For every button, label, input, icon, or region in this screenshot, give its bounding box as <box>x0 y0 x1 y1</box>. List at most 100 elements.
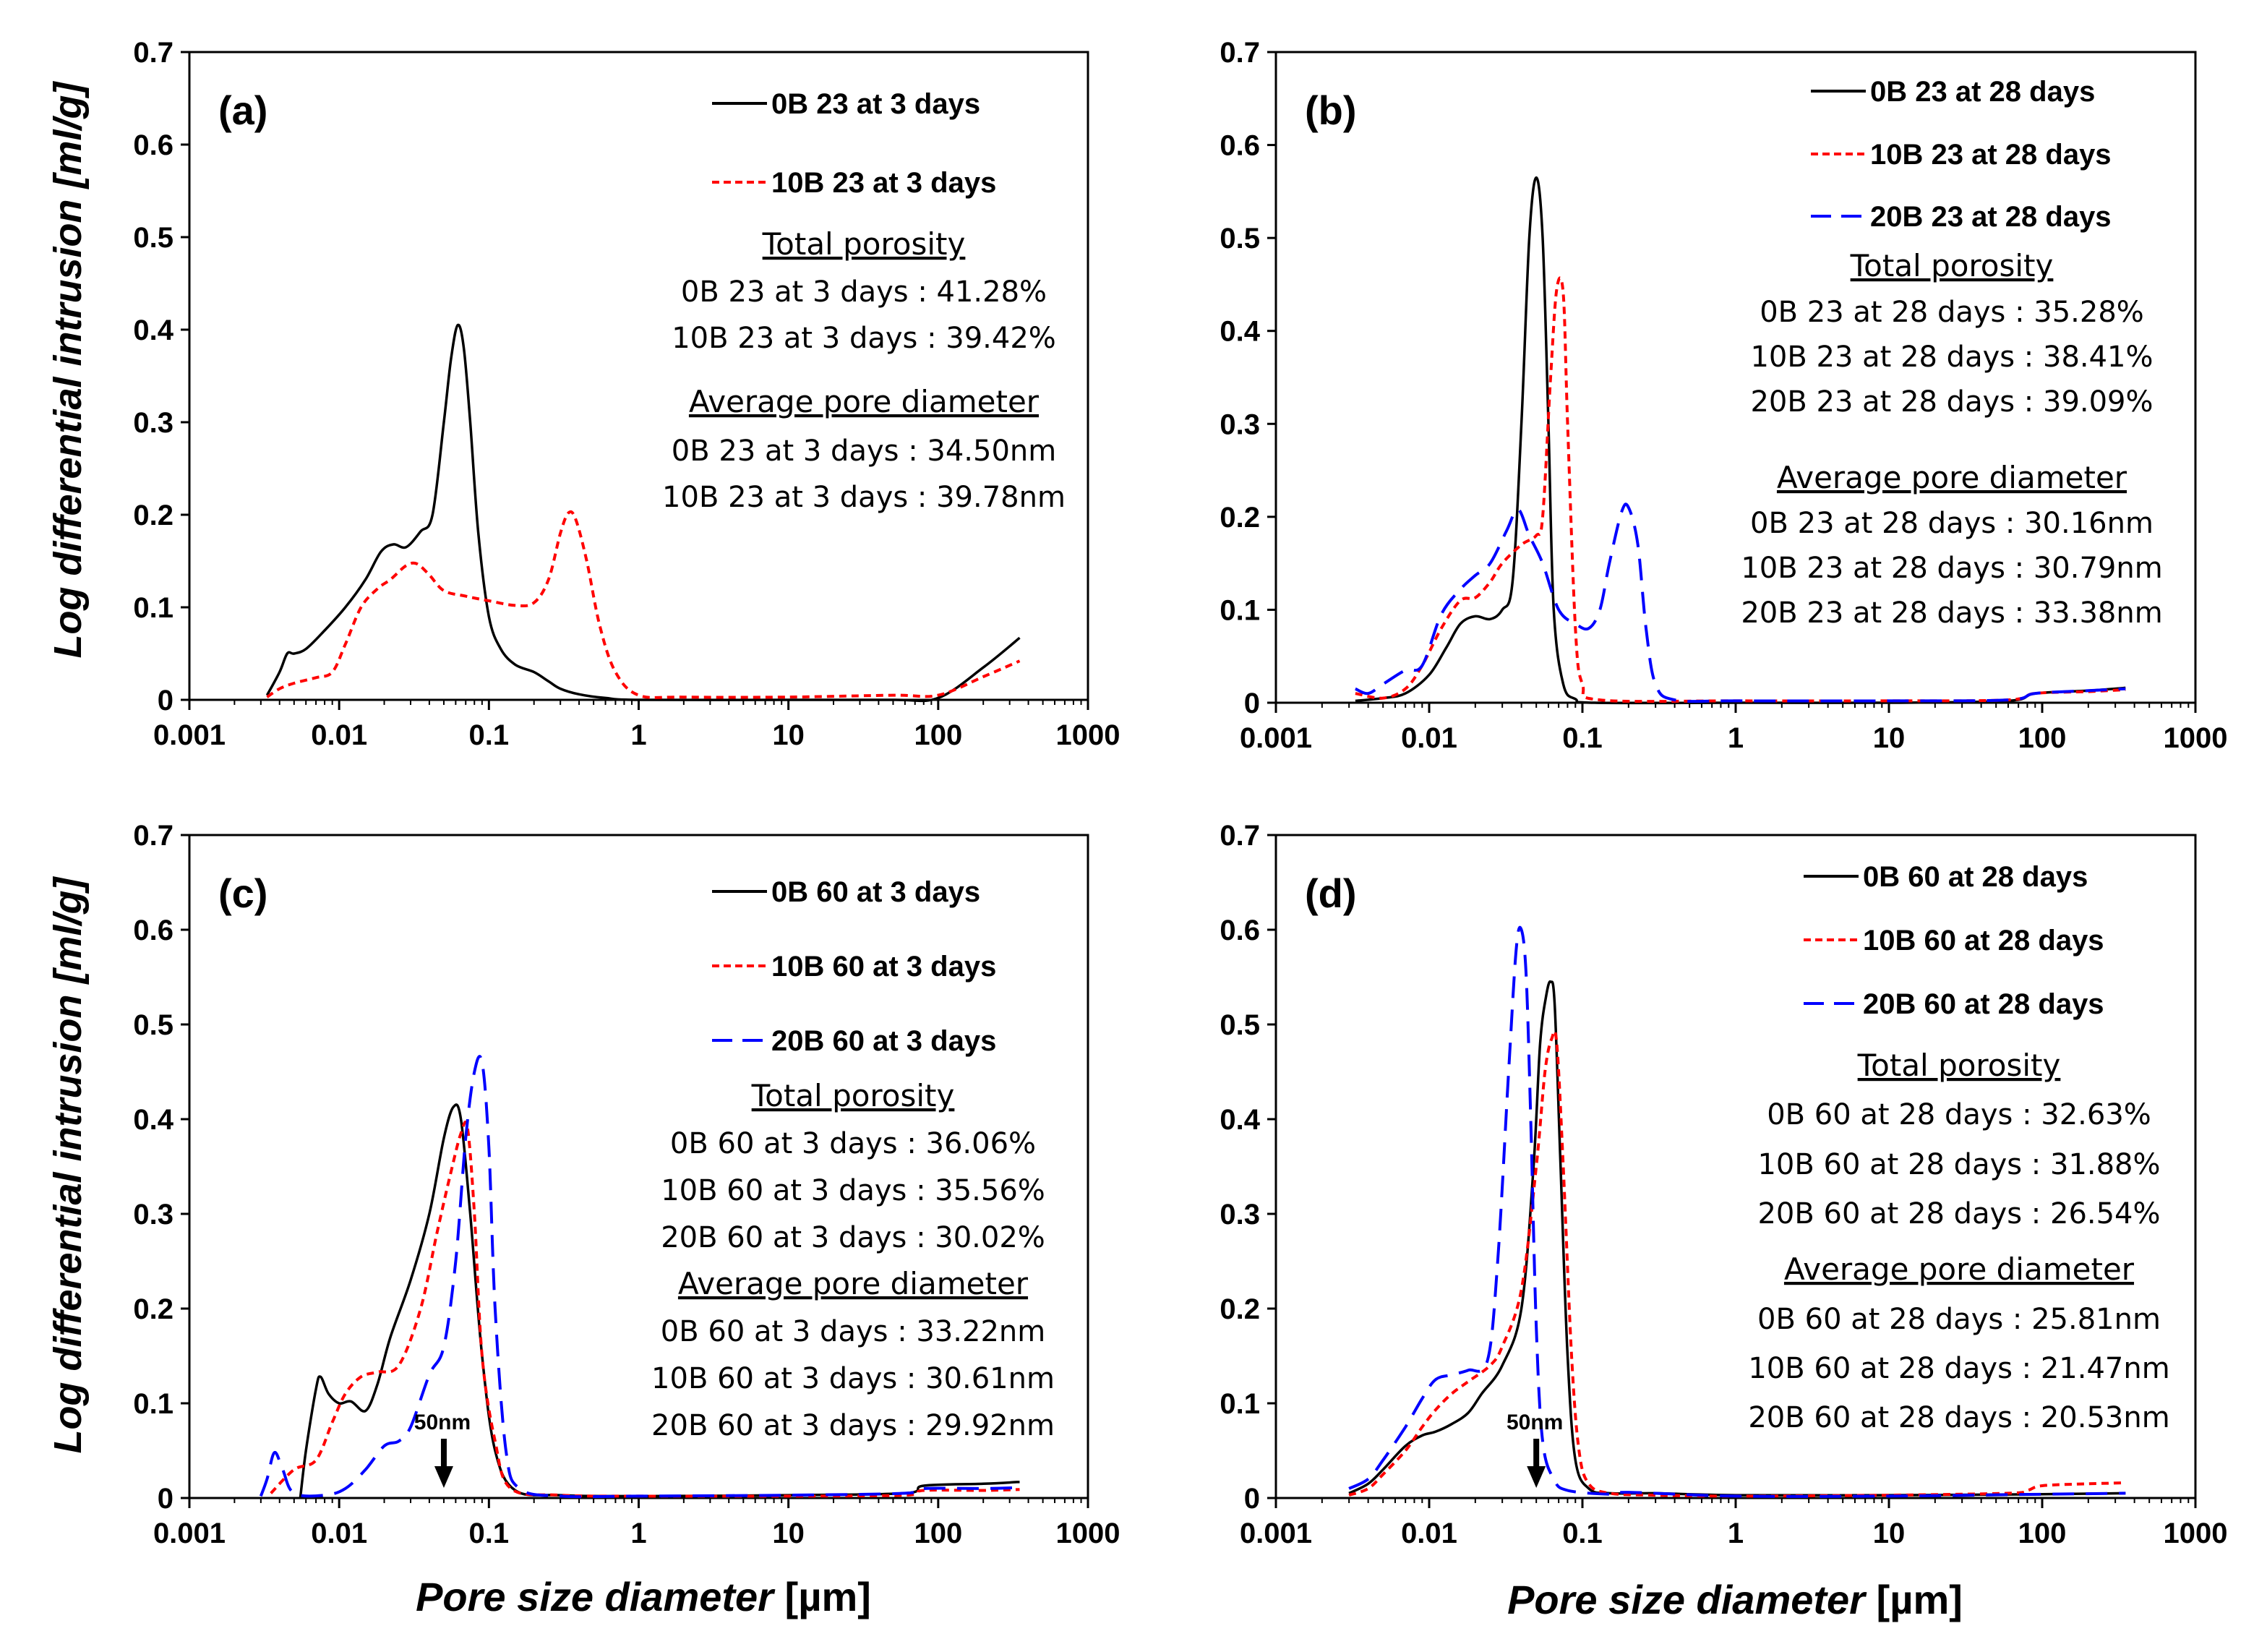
plot-frame <box>188 51 1089 701</box>
x-tick-label: 1 <box>1728 1518 1744 1549</box>
legend-label: 0B 23 at 28 days <box>1870 76 2095 108</box>
x-tick-label: 1000 <box>1056 719 1120 751</box>
avg-pore-value: 0B 60 at 3 days : 33.22nm <box>661 1315 1045 1348</box>
total-porosity-value: 10B 23 at 3 days : 39.42% <box>672 322 1056 355</box>
x-tick-label: 100 <box>2018 1518 2067 1549</box>
x-axis-title-right: Pore size diameter [µm] <box>1507 1577 1963 1622</box>
y-tick-label: 0.5 <box>1220 223 1260 254</box>
y-tick-label: 0.3 <box>133 407 173 439</box>
avg-pore-value: 0B 23 at 3 days : 34.50nm <box>672 435 1056 468</box>
total-porosity-value: 10B 23 at 28 days : 38.41% <box>1750 341 2153 374</box>
panel-a: 0 0.1 0.2 0.3 0.4 0.5 0.6 0.7 0.001 0.01 0.1 1 10 100… <box>133 37 1120 751</box>
y-tick-label: 0 <box>158 1483 173 1515</box>
y-tick-label: 0.1 <box>1220 594 1260 626</box>
panel-c: 0 0.1 0.2 0.3 0.4 0.5 0.6 0.7 0.001 0.01 0.1 1 10 100… <box>133 820 1120 1549</box>
legend-label: 0B 60 at 28 days <box>1863 861 2088 893</box>
avg-pore-value: 20B 23 at 28 days : 33.38nm <box>1741 596 2162 630</box>
avg-pore-value: 20B 60 at 28 days : 20.53nm <box>1748 1401 2169 1434</box>
y-tick-label: 0 <box>1244 688 1260 719</box>
x-axis-title-left: Pore size diameter [µm] <box>416 1574 871 1619</box>
x-tick-label: 0.1 <box>1562 1518 1603 1549</box>
panel-label: (d) <box>1305 870 1357 916</box>
series-line-0b-23-at-3-days <box>265 323 1021 703</box>
arrow-head <box>434 1466 453 1488</box>
avg-pore-title: Average pore diameter <box>678 1266 1029 1301</box>
y-tick-label: 0.6 <box>133 915 173 946</box>
legend-label: 20B 60 at 3 days <box>771 1025 996 1057</box>
x-axis-title-right-main: Pore size diameter <box>1507 1577 1867 1622</box>
x-tick-label: 1000 <box>1056 1518 1120 1549</box>
x-tick-label: 0.01 <box>311 1518 367 1549</box>
y-tick-label: 0.7 <box>133 820 173 852</box>
x-tick-label: 1000 <box>2164 1518 2228 1549</box>
series-line-20b-60-at-28-days <box>1348 925 2126 1498</box>
total-porosity-value: 20B 60 at 28 days : 26.54% <box>1757 1197 2160 1231</box>
y-tick-label: 0.4 <box>1220 1104 1260 1136</box>
avg-pore-value: 10B 60 at 3 days : 30.61nm <box>651 1362 1055 1395</box>
panel-d: 0 0.1 0.2 0.3 0.4 0.5 0.6 0.7 0.001 0.01 0.1 1 10 100… <box>1220 820 2227 1549</box>
y-tick-label: 0.2 <box>1220 1293 1260 1325</box>
series-line-0b-23-at-28-days <box>1355 176 2126 705</box>
y-tick-label: 0.7 <box>1220 37 1260 69</box>
x-tick-label: 0.1 <box>469 719 510 751</box>
y-tick-label: 0.7 <box>133 37 173 69</box>
x-axis-title-left-unit: [µm] <box>773 1574 871 1619</box>
total-porosity-value: 0B 60 at 3 days : 36.06% <box>670 1127 1036 1160</box>
x-tick-label: 0.01 <box>1401 722 1457 754</box>
y-tick-label: 0.2 <box>133 500 173 531</box>
plot-frame <box>188 834 1089 1499</box>
x-tick-label: 0.001 <box>153 719 226 751</box>
total-porosity-value: 0B 60 at 28 days : 32.63% <box>1767 1098 2151 1131</box>
x-tick-label: 0.1 <box>469 1518 510 1549</box>
x-tick-label: 1 <box>630 719 646 751</box>
y-tick-label: 0.1 <box>133 1388 173 1420</box>
avg-pore-value: 10B 23 at 3 days : 39.78nm <box>662 481 1066 514</box>
total-porosity-title: Total porosity <box>1857 1048 2061 1083</box>
avg-pore-value: 0B 23 at 28 days : 30.16nm <box>1750 507 2154 540</box>
avg-pore-title: Average pore diameter <box>1784 1251 2135 1287</box>
total-porosity-value: 10B 60 at 3 days : 35.56% <box>661 1174 1045 1207</box>
x-tick-label: 0.001 <box>153 1518 226 1549</box>
total-porosity-title: Total porosity <box>762 226 966 262</box>
x-tick-label: 1 <box>630 1518 646 1549</box>
y-tick-label: 0.5 <box>133 1009 173 1041</box>
legend-label: 10B 60 at 28 days <box>1863 925 2104 956</box>
legend-label: 0B 60 at 3 days <box>771 876 980 908</box>
y-tick-label: 0.1 <box>133 592 173 624</box>
arrow-head <box>1527 1466 1546 1488</box>
y-tick-label: 0.1 <box>1220 1388 1260 1420</box>
x-axis-title-right-unit: [µm] <box>1865 1577 1963 1622</box>
arrow-label-50nm: 50nm <box>414 1411 471 1434</box>
legend-label: 10B 23 at 3 days <box>771 167 996 199</box>
total-porosity-title: Total porosity <box>1850 248 2054 283</box>
y-axis-title-top: Log differential intrusion [ml/g] <box>46 81 90 659</box>
avg-pore-value: 20B 60 at 3 days : 29.92nm <box>651 1409 1055 1442</box>
y-tick-label: 0.5 <box>133 222 173 254</box>
y-tick-label: 0.4 <box>1220 316 1260 348</box>
total-porosity-value: 10B 60 at 28 days : 31.88% <box>1757 1148 2160 1181</box>
x-tick-label: 100 <box>914 719 962 751</box>
x-tick-label: 0.1 <box>1562 722 1603 754</box>
y-tick-label: 0.6 <box>1220 130 1260 162</box>
x-tick-label: 10 <box>1873 722 1906 754</box>
y-tick-label: 0.5 <box>1220 1009 1260 1041</box>
total-porosity-value: 20B 23 at 28 days : 39.09% <box>1750 385 2153 419</box>
avg-pore-value: 0B 60 at 28 days : 25.81nm <box>1757 1303 2161 1336</box>
x-tick-label: 100 <box>2018 722 2067 754</box>
legend-label: 0B 23 at 3 days <box>771 88 980 120</box>
x-tick-label: 10 <box>772 719 805 751</box>
y-tick-label: 0.6 <box>133 129 173 161</box>
x-tick-label: 0.001 <box>1240 1518 1312 1549</box>
legend-label: 10B 23 at 28 days <box>1870 139 2112 171</box>
panel-label: (c) <box>218 870 267 916</box>
total-porosity-value: 0B 23 at 28 days : 35.28% <box>1760 296 2144 329</box>
y-tick-label: 0.2 <box>133 1293 173 1325</box>
avg-pore-value: 10B 23 at 28 days : 30.79nm <box>1741 552 2162 585</box>
y-tick-label: 0 <box>158 685 173 716</box>
x-tick-label: 0.01 <box>1401 1518 1457 1549</box>
y-tick-label: 0.3 <box>1220 408 1260 440</box>
legend-label: 20B 60 at 28 days <box>1863 988 2104 1020</box>
arrow-label-50nm: 50nm <box>1507 1411 1563 1434</box>
total-porosity-value: 20B 60 at 3 days : 30.02% <box>661 1221 1045 1254</box>
